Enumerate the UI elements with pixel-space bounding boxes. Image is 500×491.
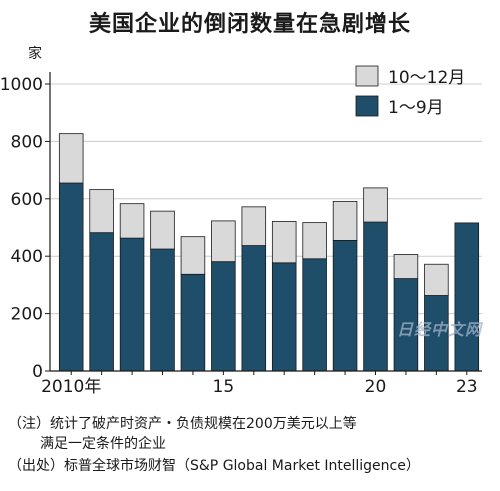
y-tick-label: 800 xyxy=(11,132,43,152)
bar-oct-dec xyxy=(332,200,358,241)
watermark-logo: 日经中文网 xyxy=(396,320,482,339)
x-tick-label: 20 xyxy=(365,377,387,397)
bar-oct-dec xyxy=(150,210,175,250)
bar-jan-sep xyxy=(211,261,236,372)
bar-jan-sep xyxy=(119,237,145,372)
chart-title: 美国企业的倒闭数量在急剧增长 xyxy=(88,12,411,37)
bar-oct-dec xyxy=(180,236,206,275)
source-note: （出处）标普全球市场财智（S&P Global Market Intellige… xyxy=(8,458,420,474)
bar-oct-dec xyxy=(58,133,84,184)
note-line-2: 满足一定条件的企业 xyxy=(40,436,166,452)
legend-label: 10～12月 xyxy=(388,68,465,88)
bar-jan-sep xyxy=(363,221,388,372)
bar-jan-sep xyxy=(302,258,327,372)
y-axis: 0 200 400 600 800 1000 xyxy=(0,72,51,382)
bar-jan-sep xyxy=(89,232,114,372)
bar-jan-sep xyxy=(271,262,297,372)
bar-oct-dec xyxy=(302,222,327,260)
legend-label: 1～9月 xyxy=(388,98,444,118)
x-tick-label: 2010年 xyxy=(41,377,101,397)
bar-oct-dec xyxy=(271,221,297,264)
x-tick-label: 15 xyxy=(213,377,235,397)
bar-jan-sep xyxy=(332,240,358,372)
bar-oct-dec xyxy=(89,189,114,234)
legend-swatch xyxy=(355,65,379,87)
bar-oct-dec xyxy=(211,220,236,263)
x-tick-label: 23 xyxy=(456,377,478,397)
bar-jan-sep xyxy=(180,273,206,372)
y-axis-unit-label: 家 xyxy=(28,45,42,62)
x-axis: 2010年 15 20 23 xyxy=(41,370,482,397)
note-line-1: （注）统计了破产时资产・负债规模在200万美元以上等 xyxy=(8,416,357,432)
bar-oct-dec xyxy=(119,203,145,239)
bar-jan-sep xyxy=(241,245,267,372)
bar-jan-sep xyxy=(454,222,480,372)
y-tick-label: 1000 xyxy=(0,75,43,95)
y-tick-label: 600 xyxy=(11,190,43,210)
bar-oct-dec xyxy=(241,206,267,246)
bar-jan-sep xyxy=(58,182,84,372)
bar-oct-dec xyxy=(424,263,449,296)
y-tick-label: 200 xyxy=(11,305,43,325)
bar-jan-sep xyxy=(150,248,175,372)
bar-oct-dec xyxy=(363,187,388,223)
y-tick-label: 0 xyxy=(32,362,43,382)
legend: 10～12月 1～9月 xyxy=(355,65,465,118)
legend-swatch xyxy=(355,95,379,117)
y-tick-label: 400 xyxy=(11,247,43,267)
bar-oct-dec xyxy=(393,254,419,279)
bars xyxy=(58,133,480,372)
